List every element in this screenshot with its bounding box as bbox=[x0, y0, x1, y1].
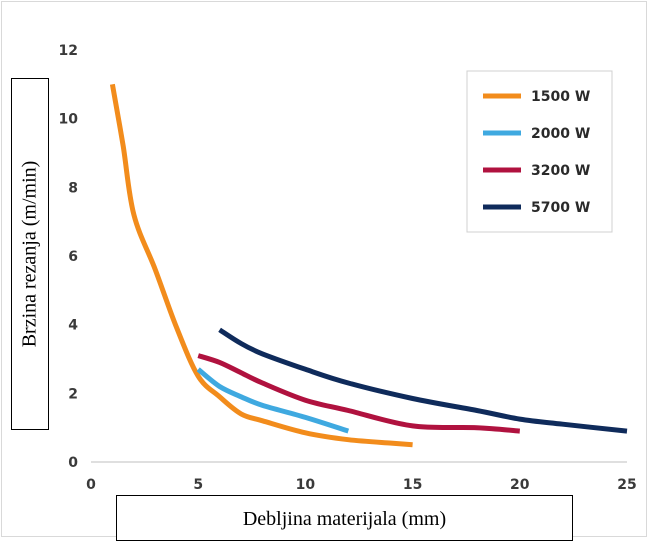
series-line-3200-w bbox=[197, 353, 521, 434]
legend-label: 1500 W bbox=[531, 89, 590, 105]
x-tick-label: 10 bbox=[296, 477, 316, 493]
x-tick-label: 15 bbox=[403, 477, 422, 493]
y-tick-label: 6 bbox=[68, 249, 78, 265]
series-line-1500-w bbox=[109, 83, 413, 448]
y-tick-label: 8 bbox=[68, 180, 78, 196]
legend-label: 2000 W bbox=[531, 126, 590, 142]
x-tick-label: 5 bbox=[193, 477, 203, 493]
y-tick-label: 4 bbox=[68, 318, 78, 334]
x-axis-label-box: Debljina materijala (mm) bbox=[116, 495, 573, 541]
y-axis-label: Brzina rezanja (m/min) bbox=[18, 160, 41, 348]
x-axis-label: Debljina materijala (mm) bbox=[242, 508, 447, 530]
x-tick-label: 25 bbox=[617, 477, 636, 493]
y-tick-label: 0 bbox=[68, 455, 78, 471]
series-line-5700-w bbox=[218, 327, 628, 434]
y-axis-label-box: Brzina rezanja (m/min) bbox=[11, 78, 49, 430]
y-axis-ticks: 0 2 4 6 8 10 12 bbox=[59, 43, 79, 471]
series-lines bbox=[109, 83, 628, 448]
legend: 1500 W 2000 W 3200 W 5700 W bbox=[466, 70, 613, 233]
x-tick-label: 20 bbox=[510, 477, 530, 493]
x-axis-ticks: 0 5 10 15 20 25 bbox=[86, 477, 637, 493]
series-line-2000-w bbox=[196, 367, 350, 434]
y-tick-label: 12 bbox=[59, 43, 78, 59]
y-tick-label: 2 bbox=[68, 386, 78, 402]
legend-label: 5700 W bbox=[531, 200, 590, 216]
legend-label: 3200 W bbox=[531, 163, 590, 179]
x-tick-label: 0 bbox=[86, 477, 96, 493]
y-tick-label: 10 bbox=[59, 112, 79, 128]
